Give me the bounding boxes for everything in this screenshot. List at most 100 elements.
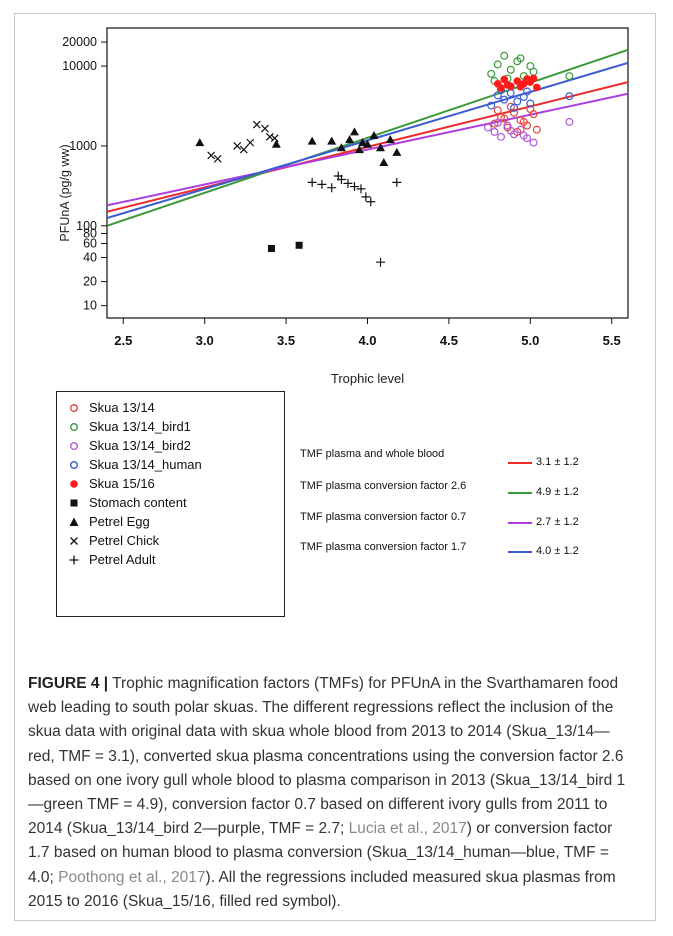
regression-line-1 [107,48,628,227]
data-point-series-1 [500,51,509,60]
x-tick-label: 5.0 [521,333,539,348]
data-point-series-0 [500,114,509,123]
regression-line-2 [107,92,628,207]
data-point-series-7 [207,151,216,160]
data-point-series-7 [270,134,279,143]
figure-frame [14,13,656,921]
legend-item-stomach-content: Stomach content [67,493,187,512]
data-point-series-2 [506,126,515,135]
data-point-series-2 [529,138,538,147]
tmf-label-factor-1-7: TMF plasma conversion factor 1.7 [300,541,467,553]
x-tick-label: 3.5 [277,333,295,348]
tmf-line-green [508,492,532,494]
data-point-series-8 [356,184,366,194]
data-point-series-1 [529,67,538,76]
data-point-series-8 [327,183,337,193]
data-point-series-0 [493,106,502,115]
tmf-label-factor-0-7: TMF plasma conversion factor 0.7 [300,511,467,523]
legend-item-skua-human: Skua 13/14_human [67,455,202,474]
tmf-label-factor-2-6: TMF plasma conversion factor 2.6 [300,480,467,492]
legend-item-petrel-egg: Petrel Egg [67,512,150,531]
tmf-label-whole-blood: TMF plasma and whole blood [300,448,445,460]
y-tick-label: 20000 [62,35,97,49]
series-legend: Skua 13/14 Skua 13/14_bird1 Skua 13/14_b… [56,391,285,617]
data-point-series-6 [336,143,346,152]
x-tick-label: 4.5 [440,333,458,348]
data-point-series-8 [307,177,317,187]
data-point-series-7 [252,120,261,129]
citation-link-lucia[interactable]: Lucia et al., 2017 [348,820,467,838]
data-point-series-1 [565,72,574,81]
data-point-series-2 [519,131,528,140]
tmf-value-blue: 4.0 ± 1.2 [536,545,579,557]
data-point-series-4 [503,81,512,89]
legend-item-skua-13-14: Skua 13/14 [67,398,155,417]
y-tick-label: 80 [83,227,97,241]
data-point-series-1 [493,60,502,69]
y-tick-label: 100 [76,219,97,233]
data-point-series-6 [345,135,355,144]
citation-link-poothong[interactable]: Poothong et al., 2017 [58,868,206,886]
tmf-line-red [508,462,532,464]
data-point-series-4 [500,75,509,84]
legend-item-skua-15-16: Skua 15/16 [67,474,155,493]
data-point-series-1 [487,69,496,78]
x-axis-label: Trophic level [331,371,404,386]
x-tick-label: 5.5 [603,333,621,348]
open-circle-icon [67,420,81,434]
data-point-series-6 [349,127,359,136]
y-axis-label: PFUnA (pg/g ww) [58,144,72,241]
data-point-series-7 [239,145,248,154]
tmf-value-green: 4.9 ± 1.2 [536,486,579,498]
data-point-series-8 [366,197,376,207]
legend-item-petrel-chick: Petrel Chick [67,531,159,550]
data-point-series-6 [363,139,372,148]
tmf-line-purple [508,522,532,524]
data-point-series-3 [510,103,519,112]
data-point-series-1 [516,54,525,63]
data-point-series-5 [295,241,303,249]
data-point-series-3 [526,99,535,108]
data-point-series-6 [271,139,281,148]
plot-area-border [106,27,629,319]
filled-square-icon [67,496,81,510]
data-point-series-2 [490,127,499,136]
cross-x-icon [67,534,81,548]
tmf-value-red: 3.1 ± 1.2 [536,456,579,468]
data-point-series-8 [376,257,386,267]
data-point-series-7 [246,138,255,147]
data-point-series-0 [519,117,528,126]
data-point-series-0 [510,108,519,117]
open-circle-icon [67,401,81,415]
data-point-series-3 [513,97,522,106]
data-point-series-8 [349,182,359,192]
x-tick-label: 2.5 [114,333,132,348]
data-point-series-6 [307,136,317,145]
data-point-series-6 [354,145,364,154]
data-point-series-7 [213,154,222,163]
data-point-series-7 [233,142,242,150]
data-point-series-6 [327,136,337,145]
data-point-series-3 [523,87,532,96]
data-point-series-2 [483,123,492,132]
data-point-series-0 [526,105,535,114]
tmf-value-purple: 2.7 ± 1.2 [536,516,579,528]
data-point-series-3 [500,95,509,104]
figure-label: FIGURE 4 | [28,675,109,692]
data-point-series-2 [497,132,506,141]
y-tick-label: 1000 [69,139,97,153]
data-point-series-8 [336,174,346,184]
data-point-series-4 [497,84,505,92]
data-point-series-2 [565,117,574,126]
x-tick-label: 3.0 [196,333,214,348]
data-point-series-2 [493,118,502,127]
data-point-series-0 [490,119,499,128]
figure-caption: FIGURE 4 | Trophic magnification factors… [28,672,634,914]
filled-circle-icon [67,477,81,491]
caption-text-2: ) or conversion factor 1.7 based on huma… [28,820,613,886]
data-point-series-8 [361,192,371,202]
y-tick-label: 10000 [62,59,97,73]
open-circle-icon [67,439,81,453]
data-point-series-6 [195,138,205,147]
